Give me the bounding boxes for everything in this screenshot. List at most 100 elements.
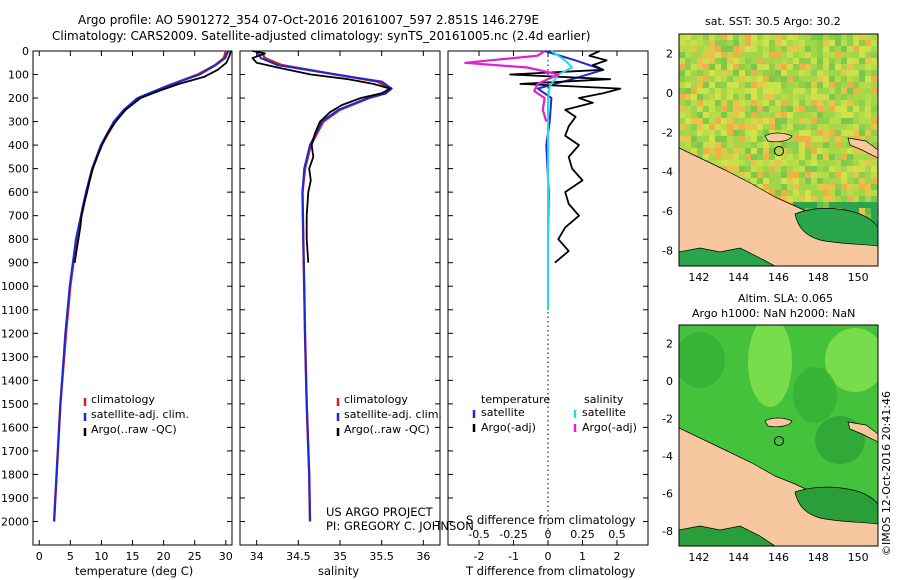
y-tick-label: 1500: [1, 398, 29, 411]
difference-xlabel-top: S difference from climatology: [466, 513, 636, 527]
sst-cell: [721, 94, 727, 100]
sst-cell: [853, 190, 859, 196]
sst-cell: [841, 100, 847, 106]
sst-cell: [787, 82, 793, 88]
sst-cell: [853, 52, 859, 58]
sst-cell: [841, 130, 847, 136]
top-tick-label: 0: [545, 528, 552, 541]
sst-cell: [721, 106, 727, 112]
sst-cell: [739, 166, 745, 172]
sst-cell: [703, 70, 709, 76]
sst-cell: [775, 190, 781, 196]
sst-cell: [775, 118, 781, 124]
sst-cell: [709, 118, 715, 124]
sst-cell: [817, 46, 823, 52]
sst-cell: [691, 70, 697, 76]
sst-cell: [817, 154, 823, 160]
sst-cell: [763, 112, 769, 118]
sst-cell: [769, 166, 775, 172]
sst-cell: [733, 52, 739, 58]
sst-cell: [739, 148, 745, 154]
sst-cell: [775, 142, 781, 148]
sst-cell: [727, 100, 733, 106]
sst-cell: [751, 136, 757, 142]
sst-cell: [847, 130, 853, 136]
sst-cell: [745, 70, 751, 76]
sst-cell: [865, 136, 871, 142]
sst-cell: [679, 88, 685, 94]
series-salinity-satellite: [547, 50, 574, 310]
sst-cell: [775, 34, 781, 40]
salinity-xlabel: salinity: [318, 564, 359, 578]
x-tick-label: 0: [36, 550, 43, 563]
sst-cell: [823, 88, 829, 94]
sst-cell: [859, 46, 865, 52]
sst-cell: [745, 172, 751, 178]
sst-cell: [865, 172, 871, 178]
sst-cell: [745, 154, 751, 160]
sst-cell: [847, 46, 853, 52]
y-tick-label: 1000: [1, 280, 29, 293]
sst-cell: [793, 112, 799, 118]
sst-cell: [829, 46, 835, 52]
sst-cell: [799, 142, 805, 148]
sst-cell: [769, 40, 775, 46]
sst-cell: [841, 148, 847, 154]
sst-cell: [739, 88, 745, 94]
sst-cell: [763, 184, 769, 190]
sst-cell: [691, 64, 697, 70]
sst-cell: [811, 76, 817, 82]
sst-cell: [853, 46, 859, 52]
sst-cell: [787, 58, 793, 64]
sst-cell: [715, 154, 721, 160]
sst-cell: [865, 190, 871, 196]
sst-cell: [817, 136, 823, 142]
sst-cell: [805, 130, 811, 136]
sst-cell: [751, 166, 757, 172]
top-tick-label: 0.5: [608, 528, 626, 541]
sst-cell: [853, 160, 859, 166]
sst-cell: [787, 184, 793, 190]
sst-cell: [841, 82, 847, 88]
sst-cell: [799, 202, 805, 208]
sst-cell: [811, 88, 817, 94]
sst-cell: [829, 82, 835, 88]
sst-cell: [697, 82, 703, 88]
sst-cell: [841, 136, 847, 142]
map-y-tick-label: -2: [662, 413, 673, 426]
sst-cell: [811, 130, 817, 136]
sst-cell: [817, 76, 823, 82]
sst-cell: [805, 118, 811, 124]
sst-cell: [679, 40, 685, 46]
sst-cell: [775, 166, 781, 172]
sst-cell: [847, 106, 853, 112]
sst-cell: [757, 112, 763, 118]
sst-cell: [811, 40, 817, 46]
map-y-tick-label: -8: [662, 525, 673, 538]
sst-cell: [847, 166, 853, 172]
sst-cell: [769, 118, 775, 124]
sst-cell: [799, 82, 805, 88]
sst-cell: [691, 76, 697, 82]
sst-cell: [793, 118, 799, 124]
sst-cell: [805, 52, 811, 58]
sst-cell: [865, 202, 871, 208]
sst-cell: [745, 100, 751, 106]
sst-cell: [775, 64, 781, 70]
sst-cell: [859, 154, 865, 160]
sst-cell: [847, 148, 853, 154]
sst-cell: [703, 58, 709, 64]
sst-cell: [781, 160, 787, 166]
map-y-tick-label: -4: [662, 166, 673, 179]
sst-cell: [823, 166, 829, 172]
legend-label-clim: climatology: [344, 393, 408, 406]
sst-cell: [829, 64, 835, 70]
sst-cell: [781, 70, 787, 76]
sst-cell: [781, 142, 787, 148]
x-tick-label: 35: [333, 550, 347, 563]
sst-cell: [691, 46, 697, 52]
sst-cell: [763, 154, 769, 160]
sst-cell: [835, 58, 841, 64]
sst-cell: [811, 52, 817, 58]
sst-cell: [865, 112, 871, 118]
